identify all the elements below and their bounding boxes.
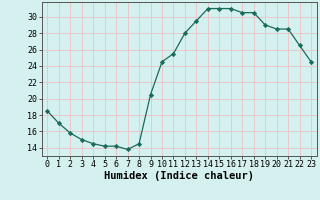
X-axis label: Humidex (Indice chaleur): Humidex (Indice chaleur) (104, 171, 254, 181)
